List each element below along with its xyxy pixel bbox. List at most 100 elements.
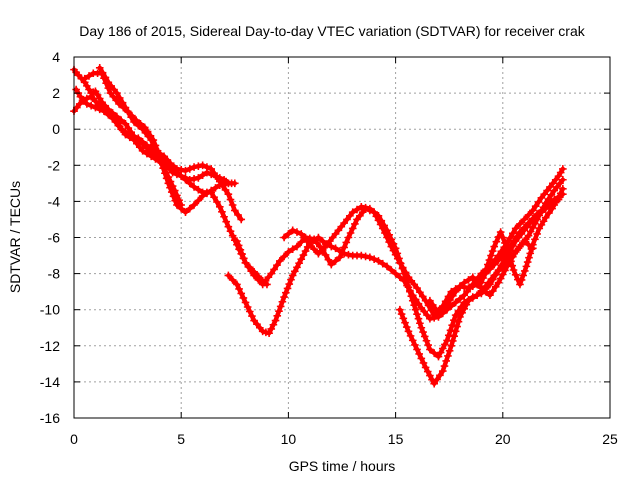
data-point <box>258 327 267 336</box>
y-tick-label: -8 <box>48 266 61 282</box>
data-point <box>353 205 361 214</box>
data-point <box>261 277 270 285</box>
data-point <box>416 288 424 297</box>
data-point <box>430 379 438 388</box>
data-point <box>213 173 221 182</box>
data-point <box>284 230 293 238</box>
data-point <box>353 215 361 224</box>
data-point <box>248 312 256 320</box>
data-point <box>117 116 125 124</box>
data-point <box>547 190 556 199</box>
data-point <box>250 316 258 325</box>
data-point <box>207 186 216 195</box>
data-point <box>247 267 256 275</box>
data-point <box>226 195 235 204</box>
data-point <box>215 181 224 189</box>
data-point <box>406 287 414 296</box>
data-point <box>324 255 333 264</box>
data-point <box>366 253 374 262</box>
data-point <box>383 226 391 235</box>
data-point <box>104 110 113 119</box>
data-point <box>98 69 106 78</box>
data-point <box>423 311 431 319</box>
data-point <box>134 134 143 143</box>
data-point <box>434 352 443 361</box>
data-point <box>224 222 233 231</box>
data-point <box>147 152 155 161</box>
data-point <box>288 245 297 254</box>
data-point <box>389 240 398 248</box>
data-point <box>300 233 308 242</box>
data-point <box>132 116 140 124</box>
y-axis-label: SDTVAR / TECUs <box>7 181 23 293</box>
data-point <box>446 326 455 335</box>
data-point <box>267 269 276 278</box>
data-point <box>299 251 308 259</box>
data-point <box>456 313 464 321</box>
data-point <box>278 297 287 306</box>
data-point <box>460 291 469 300</box>
data-point <box>115 122 124 130</box>
data-point <box>253 320 261 328</box>
data-point <box>149 136 158 144</box>
data-point <box>511 271 520 279</box>
data-point <box>293 242 301 251</box>
y-tick-label: -2 <box>48 157 61 173</box>
data-point <box>398 264 407 273</box>
data-point <box>544 195 553 203</box>
data-point <box>218 207 226 216</box>
data-point <box>74 71 83 79</box>
data-point <box>488 247 497 255</box>
data-point <box>428 301 437 309</box>
data-point <box>508 261 517 270</box>
data-point <box>128 111 136 120</box>
y-tick-label: -14 <box>40 374 60 390</box>
data-point <box>494 278 503 287</box>
data-point <box>529 206 537 215</box>
data-point <box>426 296 434 305</box>
data-point <box>273 312 282 320</box>
data-point <box>80 74 89 83</box>
data-point <box>450 332 459 340</box>
data-point <box>73 103 81 112</box>
y-tick-label: -10 <box>40 302 60 318</box>
data-point <box>164 159 173 168</box>
data-point <box>468 273 477 282</box>
data-point <box>486 291 494 300</box>
data-point <box>541 199 550 208</box>
data-point <box>397 310 406 318</box>
data-point <box>258 280 267 289</box>
data-point <box>288 226 297 235</box>
data-point <box>348 208 357 217</box>
data-point <box>479 274 487 282</box>
data-point <box>233 280 241 289</box>
data-point <box>507 257 515 266</box>
data-point <box>426 314 434 323</box>
data-point <box>288 271 297 280</box>
data-point <box>291 267 299 276</box>
data-point <box>203 189 211 198</box>
data-point <box>173 168 181 177</box>
data-point <box>276 302 285 311</box>
data-point <box>346 229 355 237</box>
data-point <box>190 201 198 209</box>
data-point <box>318 237 327 245</box>
data-point <box>492 237 501 246</box>
data-point <box>143 127 152 136</box>
data-point <box>346 212 354 220</box>
data-point <box>275 307 283 315</box>
data-point <box>228 276 237 284</box>
data-point <box>356 212 364 220</box>
data-point <box>541 213 550 222</box>
data-point <box>522 262 531 271</box>
data-point <box>190 163 198 171</box>
y-tick-label: 4 <box>52 49 60 65</box>
data-point <box>340 219 348 227</box>
data-point <box>430 311 438 319</box>
data-point <box>301 247 310 255</box>
data-point <box>410 301 418 309</box>
data-point <box>295 259 303 268</box>
data-point <box>112 96 120 105</box>
data-point <box>477 278 486 287</box>
data-point <box>416 319 424 328</box>
